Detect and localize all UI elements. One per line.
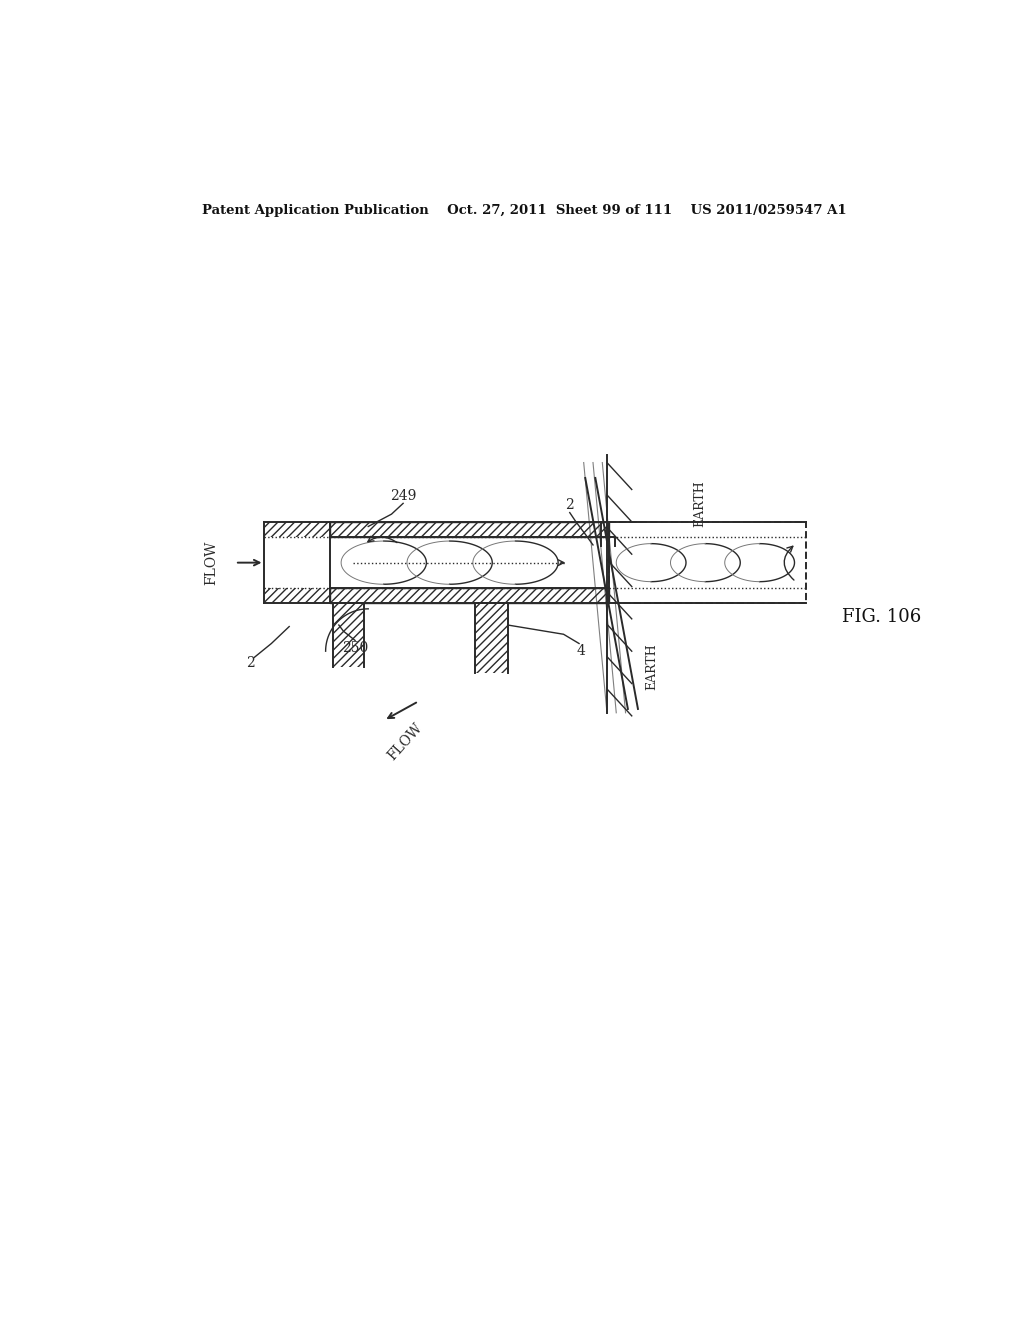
Bar <box>330 589 608 603</box>
Bar <box>330 521 608 537</box>
Text: 2: 2 <box>565 498 574 512</box>
Text: 2: 2 <box>246 656 255 669</box>
Bar <box>263 589 330 603</box>
Text: EARTH: EARTH <box>693 480 707 527</box>
Text: EARTH: EARTH <box>645 643 658 690</box>
Text: FIG. 106: FIG. 106 <box>842 607 921 626</box>
Bar <box>334 603 365 667</box>
Text: 4: 4 <box>577 644 586 659</box>
Text: FLOW: FLOW <box>205 540 219 585</box>
Text: 250: 250 <box>342 642 369 655</box>
Text: FLOW: FLOW <box>385 721 425 763</box>
Text: Patent Application Publication    Oct. 27, 2011  Sheet 99 of 111    US 2011/0259: Patent Application Publication Oct. 27, … <box>203 205 847 218</box>
Bar <box>475 603 508 673</box>
Bar <box>263 521 330 537</box>
Bar <box>608 521 806 603</box>
Text: 249: 249 <box>390 488 417 503</box>
